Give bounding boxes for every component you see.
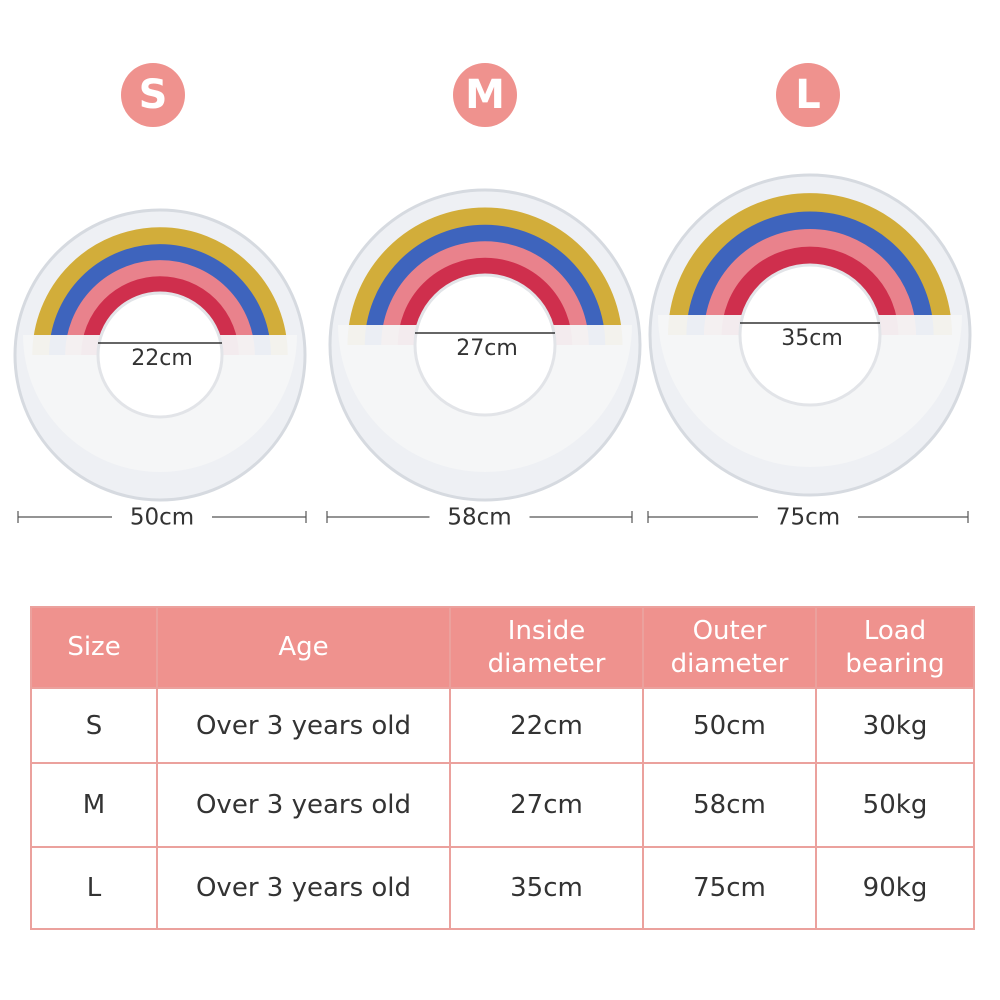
size-table: Size Age Inside diameter Outer diameter Load… [30,606,975,930]
table-cell: S [30,687,158,764]
inner-diameter-label: 27cm [456,336,518,361]
outer-diameter-label: 58cm [447,505,511,531]
rainbow-band [48,243,272,356]
rainbow-band [380,240,590,346]
header-cell: Size [30,606,158,689]
rainbow-band [397,257,573,346]
table-cell: 27cm [449,762,644,848]
rainbow-band [64,259,256,356]
size-badge [121,63,185,127]
table-cell: 58cm [642,762,817,848]
header-row: Size Age Inside diameter Outer diameter Load… [30,606,975,689]
outer-diameter-label: 75cm [776,505,840,531]
size-badge-label: S [139,72,168,118]
inner-diameter-label: 35cm [781,326,843,351]
table-row: L Over 3 years old 35cm 75cm 90kg [30,846,975,930]
table-cell: 35cm [449,846,644,930]
table-cell: 30kg [815,687,975,764]
rainbow-band [364,224,606,346]
label-gap [429,503,530,531]
size-badge [776,63,840,127]
header-cell: Outer diameter [642,606,817,689]
size-badge-label: M [465,72,505,118]
table-cell: L [30,846,158,930]
rainbow-band [703,228,917,336]
header-cell: Inside diameter [449,606,644,689]
table-row: M Over 3 years old 27cm 58cm 50kg [30,762,975,848]
rings-illustration: S 22cm 50cm M 27cm 58cm L 35cm 75cm [13,63,972,531]
table-cell: Over 3 years old [156,846,451,930]
header-cell: Load bearing [815,606,975,689]
table-cell: 90kg [815,846,975,930]
table-cell: Over 3 years old [156,687,451,764]
rainbow-band [720,245,900,336]
ring-hole [413,273,557,417]
table-cell: Over 3 years old [156,762,451,848]
rainbow-band [80,275,240,356]
label-gap [758,503,858,531]
table-cell: 75cm [642,846,817,930]
label-gap [112,503,212,531]
ring-hole [96,291,224,419]
header-cell: Age [156,606,451,689]
table-cell: 50kg [815,762,975,848]
table-cell: 22cm [449,687,644,764]
rainbow-band [347,207,623,346]
table-cell: M [30,762,158,848]
rainbow-band [668,193,952,336]
ring-hole [738,263,882,407]
rainbow-band [685,210,935,336]
outer-diameter-label: 50cm [130,505,194,531]
inner-diameter-label: 22cm [131,346,193,371]
table-row: S Over 3 years old 22cm 50cm 30kg [30,687,975,764]
rainbow-band [32,227,288,356]
size-badge [453,63,517,127]
table-cell: 50cm [642,687,817,764]
size-badge-label: L [795,72,821,118]
